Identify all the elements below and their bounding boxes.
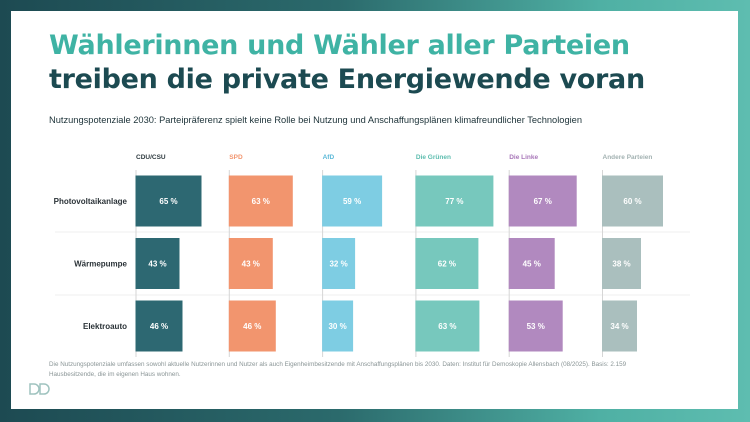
bar [322, 175, 383, 227]
data-label: 43 % [242, 260, 260, 269]
data-label: 60 % [623, 197, 641, 206]
category-label: Wärmepumpe [74, 260, 127, 269]
bar [415, 300, 480, 352]
bar [135, 300, 183, 352]
bar [415, 238, 479, 289]
data-label: 62 % [438, 260, 456, 269]
data-label: 43 % [148, 260, 166, 269]
category-label: Photovoltaikanlage [54, 197, 128, 206]
series-label: Die Linke [509, 154, 538, 161]
logo [28, 381, 50, 400]
bar [508, 238, 555, 289]
series-label: AfD [323, 154, 335, 161]
bar [602, 300, 637, 352]
bar [228, 238, 273, 289]
data-label: 30 % [328, 322, 346, 331]
chart-subtitle: Nutzungspotenziale 2030: Parteipräferenz… [49, 115, 583, 125]
bar [228, 175, 293, 227]
series-label: CDU/CSU [136, 154, 166, 161]
data-label: 46 % [150, 322, 168, 331]
data-label: 38 % [612, 260, 630, 269]
data-label: 53 % [527, 322, 545, 331]
data-label: 34 % [610, 322, 628, 331]
title-line-1: Wählerinnen und Wähler aller Parteien [49, 30, 630, 61]
bar [508, 175, 577, 227]
data-label: 32 % [329, 260, 347, 269]
title-line-2: treiben die private Energiewende voran [49, 64, 645, 95]
category-label: Elektroauto [83, 322, 127, 331]
logo-icon [29, 383, 50, 395]
bar [135, 175, 202, 227]
bar [322, 300, 354, 352]
data-label: 59 % [343, 197, 361, 206]
data-label: 63 % [252, 197, 270, 206]
bar [228, 300, 276, 352]
bar [508, 300, 563, 352]
bar [135, 238, 180, 289]
data-label: 65 % [159, 197, 177, 206]
bar [415, 175, 494, 227]
series-label: SPD [229, 154, 243, 161]
bar [602, 238, 641, 289]
footnote: Die Nutzungspotenziale umfassen sowohl a… [49, 361, 627, 378]
data-label: 45 % [523, 260, 541, 269]
data-label: 67 % [534, 197, 552, 206]
bar [602, 175, 663, 227]
data-label: 46 % [243, 322, 261, 331]
series-label: Andere Parteien [603, 154, 653, 161]
bar [322, 238, 356, 289]
series-label: Die Grünen [416, 154, 451, 161]
data-label: 77 % [445, 197, 463, 206]
data-label: 63 % [438, 322, 456, 331]
